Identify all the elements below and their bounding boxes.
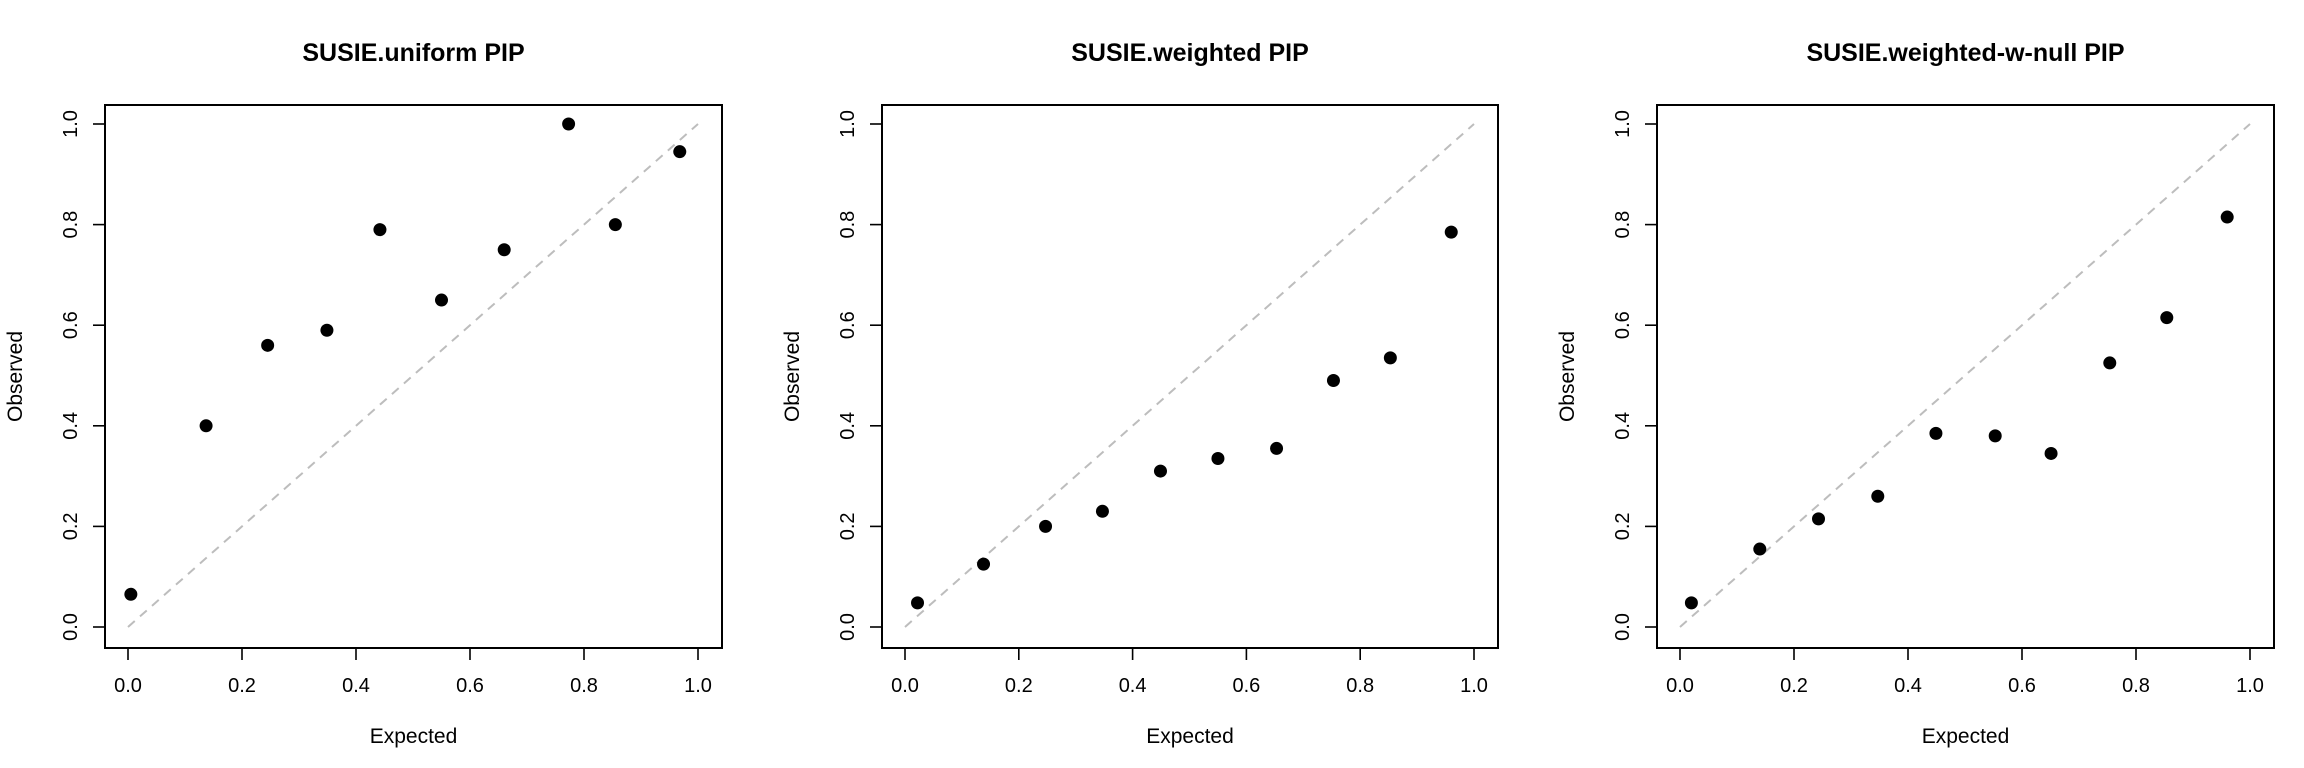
data-point (2220, 210, 2234, 224)
x-tick-label: 0.4 (1119, 675, 1147, 697)
y-tick-label: 1.0 (837, 110, 859, 138)
y-tick-label: 0.0 (1612, 613, 1634, 641)
data-point (199, 419, 213, 433)
data-point (911, 596, 925, 610)
y-tick-label: 0.4 (837, 412, 859, 440)
x-tick-label: 0.8 (570, 675, 598, 697)
data-point (1929, 426, 1943, 440)
data-point (320, 323, 334, 337)
data-point (124, 587, 138, 601)
x-tick-label: 0.2 (228, 675, 256, 697)
x-tick-label: 0.4 (342, 675, 370, 697)
chart-panel-3: SUSIE.weighted-w-null PIP 0.0 0.2 0.4 0.6 0.8… (1556, 39, 2275, 748)
data-point (435, 293, 448, 307)
x-tick-label: 0.4 (1894, 675, 1922, 697)
y-tick-label: 1.0 (1612, 110, 1634, 138)
data-point (1684, 596, 1698, 610)
x-tick-label: 0.0 (1666, 675, 1694, 697)
x-axis-label: Expected (1146, 725, 1234, 748)
y-tick-label: 0.2 (1612, 512, 1634, 540)
y-tick-label: 0.6 (60, 311, 82, 339)
y-tick-label: 0.2 (837, 512, 859, 540)
data-point (2044, 446, 2058, 460)
data-point (1871, 489, 1885, 503)
chart-title: SUSIE.weighted-w-null PIP (1806, 39, 2124, 67)
x-axis-label: Expected (370, 725, 458, 748)
plot-frame (104, 104, 723, 649)
y-tick-label: 0.4 (1612, 412, 1634, 440)
data-point (1039, 519, 1053, 533)
data-point (1988, 429, 2002, 443)
y-tick-label: 0.8 (837, 211, 859, 239)
y-tick-label: 0.0 (837, 613, 859, 641)
y-tick-label: 0.4 (60, 412, 82, 440)
data-point (1153, 464, 1167, 478)
plot-frame (881, 104, 1499, 649)
data-point (977, 557, 991, 571)
x-tick-label: 0.0 (114, 675, 142, 697)
data-point (1812, 512, 1826, 526)
y-tick-label: 0.2 (60, 512, 82, 540)
x-tick-label: 0.6 (2008, 675, 2036, 697)
x-tick-label: 1.0 (684, 675, 712, 697)
y-tick-label: 1.0 (60, 110, 82, 138)
x-tick-label: 0.2 (1005, 675, 1033, 697)
data-point (1444, 225, 1458, 239)
x-tick-label: 0.8 (2122, 675, 2150, 697)
y-tick-label: 0.8 (1612, 211, 1634, 239)
y-tick-label: 0.8 (60, 211, 82, 239)
chart-title: SUSIE.uniform PIP (302, 39, 524, 67)
y-axis-label: Observed (781, 331, 804, 422)
y-tick-label: 0.6 (1612, 311, 1634, 339)
x-tick-label: 0.6 (1232, 675, 1260, 697)
data-point (2103, 356, 2117, 370)
y-tick-label: 0.0 (60, 613, 82, 641)
identity-reference-line (904, 123, 1475, 628)
data-point (261, 338, 275, 352)
data-point (1326, 374, 1340, 388)
x-axis-label: Expected (1922, 725, 2010, 748)
chart-panel-2: SUSIE.weighted PIP 0.0 0.2 0.4 0.6 0.8 1.0 0.0 0… (781, 39, 1499, 748)
x-tick-label: 0.6 (456, 675, 484, 697)
data-point (1211, 451, 1225, 465)
data-point (1095, 504, 1109, 518)
data-point (673, 145, 687, 159)
data-point (608, 218, 622, 232)
x-tick-label: 1.0 (2236, 675, 2264, 697)
identity-reference-line (127, 123, 699, 628)
y-tick-label: 0.6 (837, 311, 859, 339)
data-point (1753, 542, 1767, 556)
x-tick-label: 0.2 (1780, 675, 1808, 697)
data-point (562, 117, 576, 131)
x-tick-label: 0.0 (891, 675, 919, 697)
plot-frame (1656, 104, 2275, 649)
x-tick-label: 0.8 (1346, 675, 1374, 697)
data-point (1383, 351, 1397, 365)
data-point (2160, 311, 2174, 325)
data-point (373, 223, 387, 237)
x-tick-label: 1.0 (1460, 675, 1488, 697)
chart-panel-1: SUSIE.uniform PIP 0.0 0.2 0.4 0.6 0.8 1.0 0.0 0.… (4, 39, 723, 748)
y-axis-label: Observed (4, 331, 27, 422)
data-point (497, 243, 511, 257)
data-point (1270, 441, 1284, 455)
y-axis-label: Observed (1556, 331, 1579, 422)
chart-title: SUSIE.weighted PIP (1071, 39, 1309, 67)
